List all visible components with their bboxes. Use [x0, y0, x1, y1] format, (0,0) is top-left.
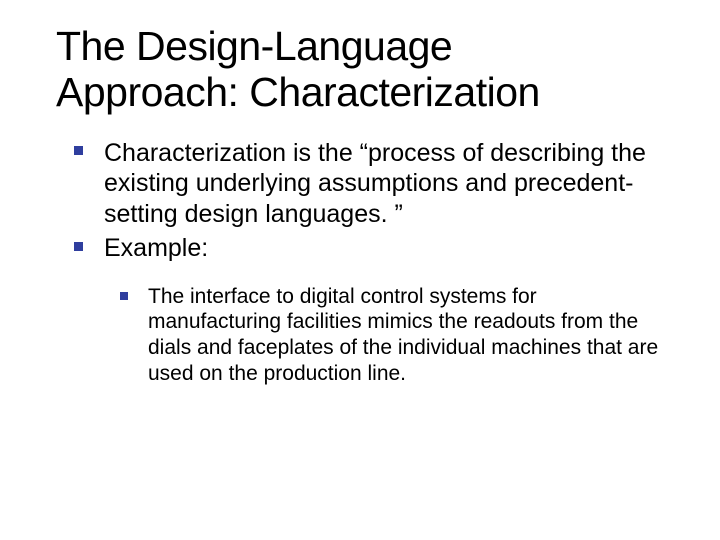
bullet-list-level2: The interface to digital control systems… — [104, 284, 672, 386]
title-line-1: The Design-Language — [56, 24, 672, 70]
square-bullet-icon — [74, 146, 83, 155]
square-bullet-icon — [120, 292, 128, 300]
list-item: Characterization is the “process of desc… — [104, 138, 672, 230]
list-item: Example: The interface to digital contro… — [104, 233, 672, 386]
slide: The Design-Language Approach: Characteri… — [0, 0, 720, 540]
list-item: The interface to digital control systems… — [148, 284, 672, 386]
bullet-text: Example: — [104, 234, 208, 262]
bullet-list-level1: Characterization is the “process of desc… — [56, 138, 672, 386]
bullet-text: Characterization is the “process of desc… — [104, 139, 646, 228]
bullet-text: The interface to digital control systems… — [148, 285, 658, 385]
title-line-2: Approach: Characterization — [56, 70, 672, 116]
slide-title: The Design-Language Approach: Characteri… — [56, 24, 672, 116]
square-bullet-icon — [74, 242, 83, 251]
